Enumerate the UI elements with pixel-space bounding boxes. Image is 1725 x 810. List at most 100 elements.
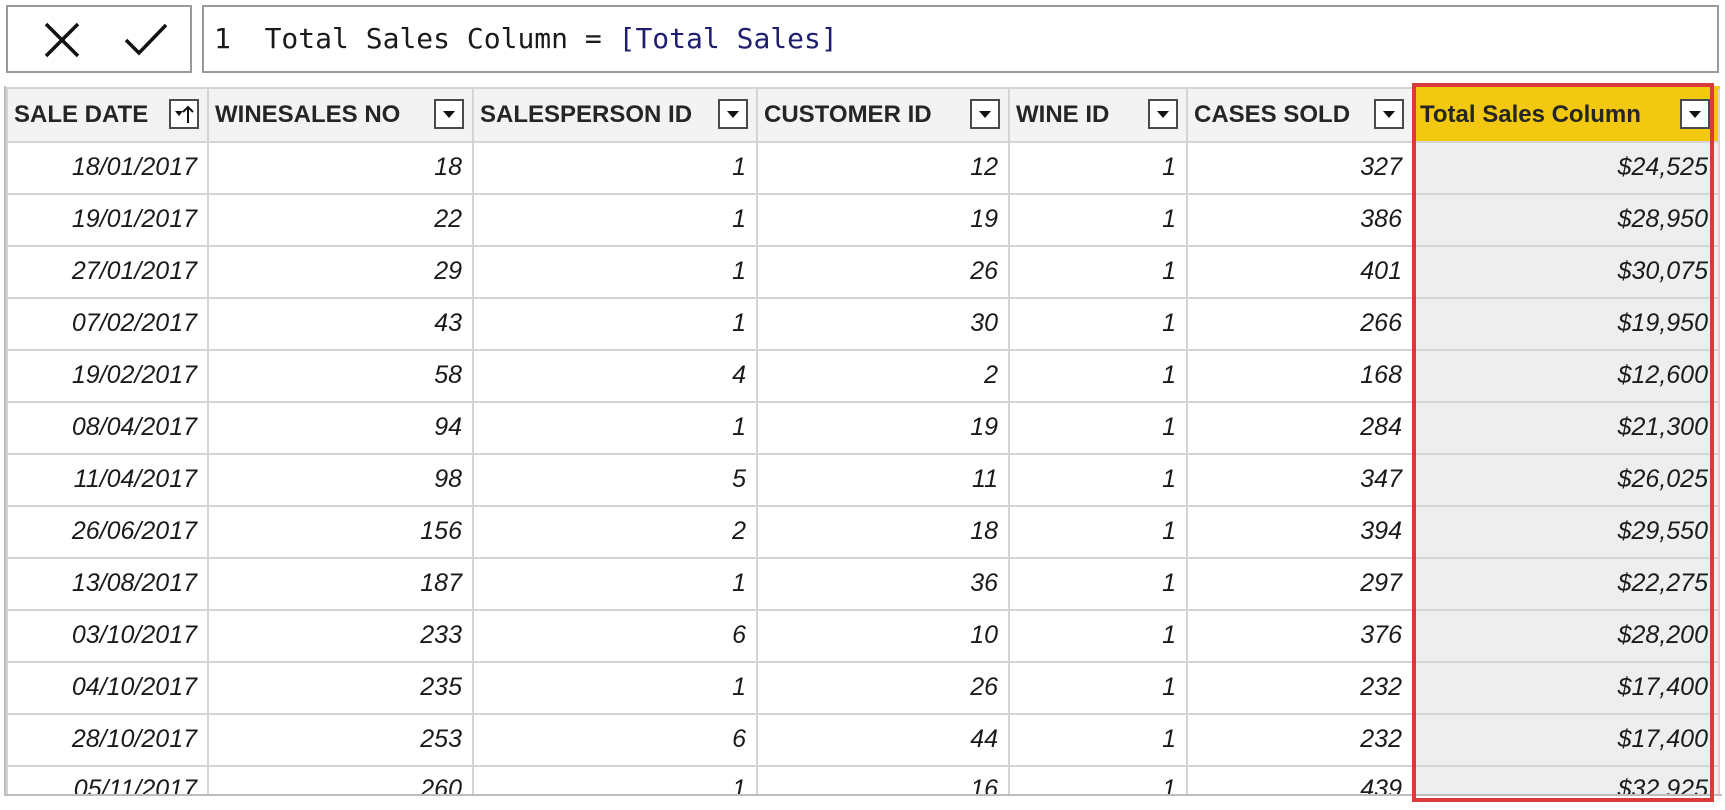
column-filter-button[interactable]	[1680, 99, 1710, 129]
cell-customer-id[interactable]: 12	[756, 140, 1010, 195]
cell-total-sales-column[interactable]: $22,275	[1412, 556, 1720, 611]
cell-winesales-no[interactable]: 58	[207, 348, 474, 403]
cell-cases-sold[interactable]: 327	[1186, 140, 1414, 195]
cell-total-sales-column[interactable]: $21,300	[1412, 400, 1720, 455]
cell-salesperson-id[interactable]: 1	[472, 400, 758, 455]
cell-winesales-no[interactable]: 235	[207, 660, 474, 715]
cell-salesperson-id[interactable]: 4	[472, 348, 758, 403]
cell-winesales-no[interactable]: 98	[207, 452, 474, 507]
column-header-total-sales-column[interactable]: Total Sales Column	[1412, 86, 1720, 143]
cell-customer-id[interactable]: 10	[756, 608, 1010, 663]
cell-wine-id[interactable]: 1	[1008, 556, 1188, 611]
cell-cases-sold[interactable]: 439	[1186, 764, 1414, 794]
cell-customer-id[interactable]: 36	[756, 556, 1010, 611]
cell-cases-sold[interactable]: 376	[1186, 608, 1414, 663]
cell-cases-sold[interactable]: 232	[1186, 712, 1414, 767]
cell-winesales-no[interactable]: 29	[207, 244, 474, 299]
cancel-button[interactable]	[32, 15, 92, 65]
cell-sale-date[interactable]: 19/02/2017	[6, 348, 209, 403]
cell-cases-sold[interactable]: 168	[1186, 348, 1414, 403]
cell-cases-sold[interactable]: 232	[1186, 660, 1414, 715]
column-filter-button[interactable]	[434, 98, 464, 129]
cell-winesales-no[interactable]: 43	[207, 296, 474, 351]
cell-customer-id[interactable]: 19	[756, 192, 1010, 247]
cell-total-sales-column[interactable]: $26,025	[1412, 452, 1720, 507]
cell-total-sales-column[interactable]: $28,200	[1412, 608, 1720, 663]
column-filter-button[interactable]	[1148, 98, 1178, 129]
cell-sale-date[interactable]: 11/04/2017	[6, 452, 209, 507]
column-filter-button[interactable]	[970, 98, 1000, 129]
cell-customer-id[interactable]: 19	[756, 400, 1010, 455]
formula-input[interactable]: 1 Total Sales Column = [Total Sales]	[202, 5, 1719, 73]
cell-salesperson-id[interactable]: 6	[472, 608, 758, 663]
cell-salesperson-id[interactable]: 1	[472, 764, 758, 794]
cell-customer-id[interactable]: 18	[756, 504, 1010, 559]
cell-sale-date[interactable]: 08/04/2017	[6, 400, 209, 455]
cell-customer-id[interactable]: 44	[756, 712, 1010, 767]
cell-total-sales-column[interactable]: $29,550	[1412, 504, 1720, 559]
column-filter-button[interactable]	[169, 98, 199, 129]
cell-salesperson-id[interactable]: 1	[472, 296, 758, 351]
cell-sale-date[interactable]: 04/10/2017	[6, 660, 209, 715]
cell-wine-id[interactable]: 1	[1008, 712, 1188, 767]
cell-total-sales-column[interactable]: $12,600	[1412, 348, 1720, 403]
cell-winesales-no[interactable]: 187	[207, 556, 474, 611]
cell-customer-id[interactable]: 30	[756, 296, 1010, 351]
cell-sale-date[interactable]: 27/01/2017	[6, 244, 209, 299]
cell-salesperson-id[interactable]: 1	[472, 660, 758, 715]
cell-salesperson-id[interactable]: 5	[472, 452, 758, 507]
cell-salesperson-id[interactable]: 1	[472, 140, 758, 195]
cell-winesales-no[interactable]: 233	[207, 608, 474, 663]
column-header-salesperson-id[interactable]: SALESPERSON ID	[472, 86, 758, 143]
cell-winesales-no[interactable]: 18	[207, 140, 474, 195]
cell-salesperson-id[interactable]: 1	[472, 556, 758, 611]
cell-total-sales-column[interactable]: $32,925	[1412, 764, 1720, 794]
cell-salesperson-id[interactable]: 1	[472, 244, 758, 299]
cell-salesperson-id[interactable]: 1	[472, 192, 758, 247]
column-filter-button[interactable]	[718, 98, 748, 129]
cell-customer-id[interactable]: 26	[756, 660, 1010, 715]
column-header-winesales-no[interactable]: WINESALES NO	[207, 86, 474, 143]
cell-total-sales-column[interactable]: $19,950	[1412, 296, 1720, 351]
cell-wine-id[interactable]: 1	[1008, 244, 1188, 299]
cell-customer-id[interactable]: 16	[756, 764, 1010, 794]
cell-salesperson-id[interactable]: 6	[472, 712, 758, 767]
cell-total-sales-column[interactable]: $17,400	[1412, 660, 1720, 715]
cell-cases-sold[interactable]: 394	[1186, 504, 1414, 559]
cell-total-sales-column[interactable]: $17,400	[1412, 712, 1720, 767]
cell-total-sales-column[interactable]: $24,525	[1412, 140, 1720, 195]
column-header-sale-date[interactable]: SALE DATE	[6, 86, 209, 143]
column-header-cases-sold[interactable]: CASES SOLD	[1186, 86, 1414, 143]
cell-wine-id[interactable]: 1	[1008, 608, 1188, 663]
column-filter-button[interactable]	[1374, 98, 1404, 129]
cell-wine-id[interactable]: 1	[1008, 400, 1188, 455]
column-header-customer-id[interactable]: CUSTOMER ID	[756, 86, 1010, 143]
cell-wine-id[interactable]: 1	[1008, 660, 1188, 715]
cell-wine-id[interactable]: 1	[1008, 140, 1188, 195]
cell-wine-id[interactable]: 1	[1008, 348, 1188, 403]
cell-salesperson-id[interactable]: 2	[472, 504, 758, 559]
cell-sale-date[interactable]: 05/11/2017	[6, 764, 209, 794]
cell-total-sales-column[interactable]: $30,075	[1412, 244, 1720, 299]
cell-winesales-no[interactable]: 22	[207, 192, 474, 247]
cell-sale-date[interactable]: 13/08/2017	[6, 556, 209, 611]
cell-cases-sold[interactable]: 266	[1186, 296, 1414, 351]
cell-wine-id[interactable]: 1	[1008, 504, 1188, 559]
cell-winesales-no[interactable]: 94	[207, 400, 474, 455]
cell-sale-date[interactable]: 03/10/2017	[6, 608, 209, 663]
cell-cases-sold[interactable]: 401	[1186, 244, 1414, 299]
cell-customer-id[interactable]: 26	[756, 244, 1010, 299]
cell-wine-id[interactable]: 1	[1008, 452, 1188, 507]
cell-sale-date[interactable]: 19/01/2017	[6, 192, 209, 247]
cell-winesales-no[interactable]: 156	[207, 504, 474, 559]
cell-cases-sold[interactable]: 386	[1186, 192, 1414, 247]
cell-cases-sold[interactable]: 297	[1186, 556, 1414, 611]
cell-sale-date[interactable]: 18/01/2017	[6, 140, 209, 195]
cell-sale-date[interactable]: 26/06/2017	[6, 504, 209, 559]
cell-wine-id[interactable]: 1	[1008, 192, 1188, 247]
cell-sale-date[interactable]: 28/10/2017	[6, 712, 209, 767]
cell-wine-id[interactable]: 1	[1008, 764, 1188, 794]
cell-cases-sold[interactable]: 284	[1186, 400, 1414, 455]
cell-winesales-no[interactable]: 253	[207, 712, 474, 767]
commit-button[interactable]	[116, 15, 176, 65]
